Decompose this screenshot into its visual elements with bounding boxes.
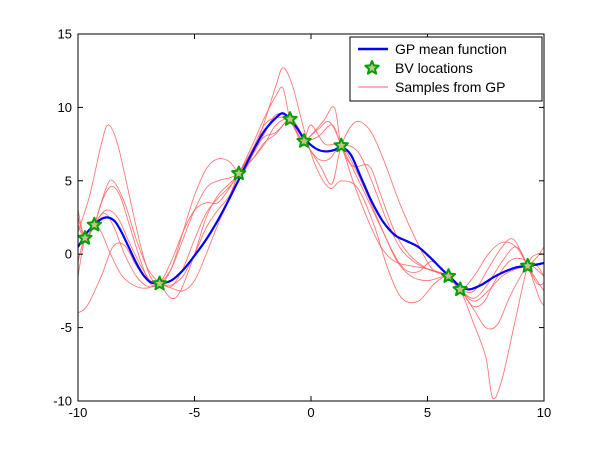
x-tick-label: -10	[69, 405, 88, 420]
x-tick-label: 0	[307, 405, 314, 420]
y-tick-label: -10	[53, 394, 72, 409]
y-tick-label: 5	[65, 173, 72, 188]
legend: GP mean function BV locations Samples from…	[349, 36, 543, 102]
y-axis-ticks: -10 -5 0 5 10 15	[53, 27, 544, 409]
legend-marker-bv	[364, 60, 380, 75]
bv-marker	[452, 281, 468, 297]
legend-label: GP mean function	[395, 41, 507, 57]
bv-marker	[296, 133, 312, 148]
y-tick-label: 15	[58, 27, 72, 42]
x-axis-ticks: -10 -5 0 5 10	[69, 34, 551, 420]
legend-box	[349, 36, 543, 102]
bv-marker	[77, 230, 93, 245]
bv-marker	[440, 268, 457, 283]
samples-layer	[78, 67, 544, 400]
y-tick-label: 10	[58, 100, 72, 115]
y-tick-label: -5	[60, 320, 72, 335]
gp-sample-line-2	[78, 86, 544, 330]
x-tick-label: -5	[189, 405, 201, 420]
y-tick-label: 0	[65, 247, 72, 262]
legend-label: Samples from GP	[395, 79, 505, 95]
x-tick-label: 10	[537, 405, 551, 420]
bv-marker	[520, 257, 536, 273]
gp-sample-line-7	[78, 113, 544, 302]
bv-marker	[151, 275, 168, 291]
bv-layer	[77, 111, 536, 297]
x-tick-label: 5	[424, 405, 431, 420]
bv-marker	[86, 216, 102, 232]
bv-marker	[231, 165, 247, 181]
bv-marker	[333, 137, 349, 153]
legend-label: BV locations	[395, 60, 473, 76]
bv-marker	[282, 111, 298, 126]
